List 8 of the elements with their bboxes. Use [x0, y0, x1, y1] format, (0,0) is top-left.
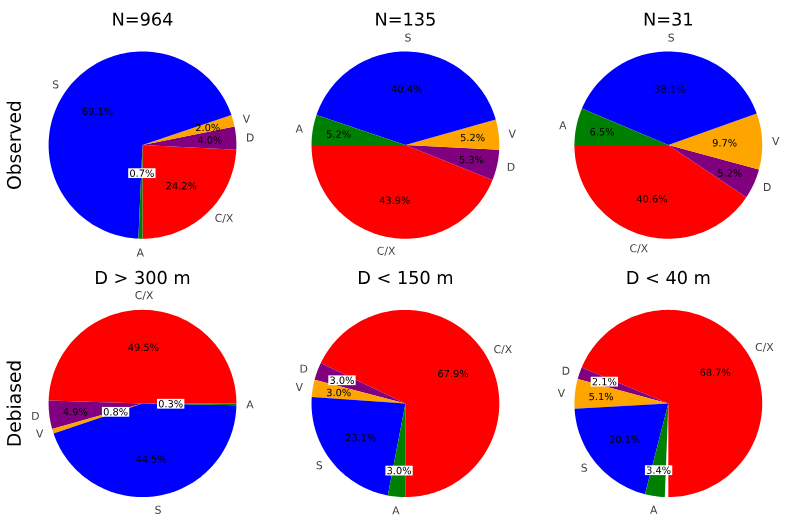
text: Debiased — [6, 361, 22, 445]
chart-title: N=135 — [376, 12, 435, 26]
chart-title: N=31 — [644, 12, 692, 26]
chart-title: D > 300 m — [96, 270, 190, 284]
chart-title: D < 40 m — [627, 270, 710, 284]
text: Observed — [6, 101, 22, 189]
chart-title: D < 150 m — [359, 270, 453, 284]
chart-title: N=964 — [113, 12, 173, 26]
